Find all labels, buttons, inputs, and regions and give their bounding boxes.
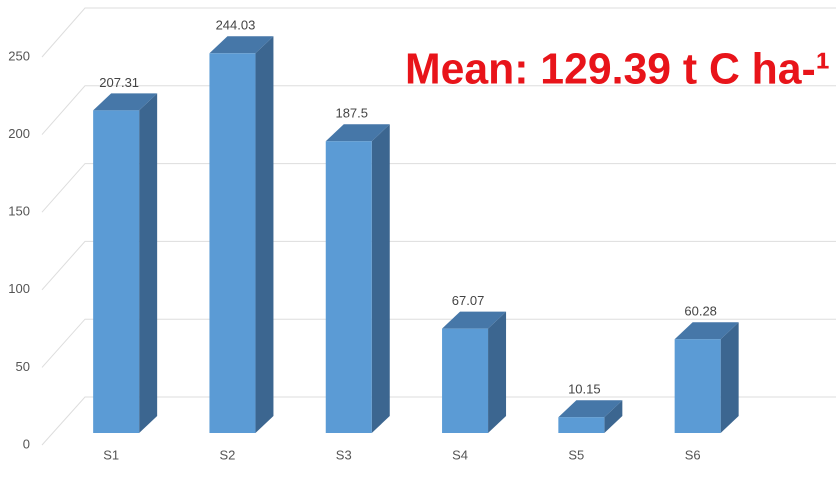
bar: [558, 417, 605, 433]
y-tick-label: 250: [8, 48, 30, 63]
bar-top: [209, 36, 274, 54]
grid-line: [41, 85, 836, 135]
bar-top: [442, 311, 507, 329]
y-tick-label: 0: [23, 436, 30, 451]
x-tick-label: S1: [103, 447, 119, 462]
value-label: 207.31: [99, 75, 139, 90]
bar-side: [488, 311, 507, 433]
value-label: 67.07: [452, 293, 485, 308]
x-tick-label: S5: [568, 447, 584, 462]
value-label: 60.28: [684, 304, 717, 319]
value-label: 187.5: [335, 106, 368, 121]
grid-line: [41, 163, 836, 213]
grid-line: [41, 240, 836, 291]
bar-side: [371, 124, 390, 433]
x-tick-label: S4: [452, 447, 468, 462]
bar-side: [139, 93, 158, 434]
bar-top: [558, 400, 623, 418]
grid-line: [41, 318, 836, 368]
bar: [325, 141, 372, 433]
grid-line: [41, 396, 836, 446]
x-tick-label: S3: [336, 447, 352, 462]
y-tick-label: 200: [8, 126, 30, 141]
bar: [674, 339, 721, 433]
x-tick-label: S2: [219, 447, 235, 462]
y-tick-label: 100: [8, 281, 30, 296]
bar-side: [720, 322, 739, 433]
value-label: 10.15: [568, 382, 601, 397]
y-tick-label: 150: [8, 204, 30, 219]
y-tick-label: 50: [16, 359, 30, 374]
bar: [93, 110, 140, 434]
bar-side: [604, 400, 623, 433]
bar-side: [255, 36, 274, 434]
grid-line: [41, 7, 836, 58]
bar-top: [325, 124, 390, 142]
bar: [442, 328, 489, 433]
x-tick-label: S6: [685, 447, 701, 462]
value-label: 244.03: [216, 18, 256, 33]
bar-top: [93, 93, 158, 111]
bar: [209, 53, 256, 434]
bar-top: [674, 322, 739, 340]
